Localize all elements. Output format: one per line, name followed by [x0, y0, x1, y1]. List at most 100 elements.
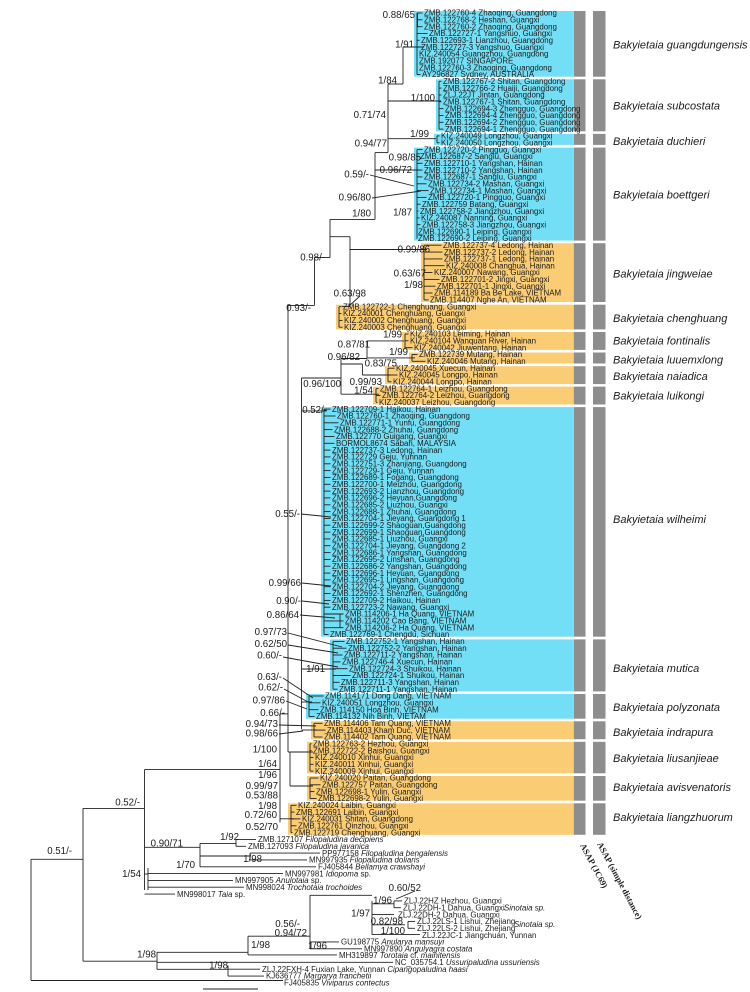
svg-text:0.88/65: 0.88/65	[383, 10, 415, 21]
svg-text:0.87/81: 0.87/81	[338, 340, 370, 351]
svg-text:ZMB.122691 Laibin, Guangxi: ZMB.122691 Laibin, Guangxi	[296, 808, 398, 817]
svg-text:0.96/82: 0.96/82	[328, 352, 360, 363]
svg-text:Bakyietaia duchieri: Bakyietaia duchieri	[613, 136, 706, 148]
svg-text:ZMB.122701-1 Jingxi, Guangxi: ZMB.122701-1 Jingxi, Guangxi	[437, 282, 546, 291]
svg-text:ZMB.192077 SINGAPORE: ZMB.192077 SINGAPORE	[419, 57, 513, 66]
svg-text:ZMB.122758-2 Jiangzhou, Guangx: ZMB.122758-2 Jiangzhou, Guangxi	[420, 207, 544, 216]
svg-text:0.98/66: 0.98/66	[246, 729, 278, 740]
svg-text:ZMB.122727-1 Yangshuo, Guangxi: ZMB.122727-1 Yangshuo, Guangxi	[429, 29, 552, 38]
svg-text:ZMB.122685-2 Liuzhou, Guangxi: ZMB.122685-2 Liuzhou, Guangxi	[332, 501, 448, 510]
svg-text:ZMB.122767-2 Shitan, Guangdong: ZMB.122767-2 Shitan, Guangdong	[443, 77, 565, 86]
svg-text:ZMB.114206-2 Ha Quang, VIETNAM: ZMB.114206-2 Ha Quang, VIETNAM	[345, 623, 474, 632]
svg-text:KIZ.240042 Jiuwentang, Hainan: KIZ.240042 Jiuwentang, Hainan	[414, 343, 526, 352]
svg-text:KIZ.240045 Xuecun, Hainan: KIZ.240045 Xuecun, Hainan	[396, 364, 495, 373]
svg-text:Bakyietaia avisvenatoris: Bakyietaia avisvenatoris	[613, 782, 732, 794]
svg-text:KIZ.240011 Xinhui, Guangxi: KIZ.240011 Xinhui, Guangxi	[315, 760, 413, 769]
svg-text:ZMB.114150 Hoa Binh, VIETNAM: ZMB.114150 Hoa Binh, VIETNAM	[320, 705, 439, 714]
svg-text:ZMB.122763-2 Hezhou, Guangxi: ZMB.122763-2 Hezhou, Guangxi	[313, 740, 429, 749]
svg-text:0.55/-: 0.55/-	[275, 509, 300, 520]
svg-text:0.94/77: 0.94/77	[355, 139, 387, 150]
svg-text:FJ405835 Viviparus contectus: FJ405835 Viviparus contectus	[284, 979, 390, 988]
svg-text:Bakyietaia luikongi: Bakyietaia luikongi	[613, 390, 705, 402]
svg-text:AY296827 Sydney, AUSTRALIA: AY296827 Sydney, AUSTRALIA	[422, 70, 535, 79]
svg-text:1/91: 1/91	[306, 664, 325, 675]
svg-text:ZMB.122722-1 Chenghuang, Guang: ZMB.122722-1 Chenghuang, Guangxi	[343, 302, 477, 311]
svg-text:KIZ.240050 Longzhou, Guangxi: KIZ.240050 Longzhou, Guangxi	[441, 139, 553, 148]
svg-text:KJ636777 Margarya franchetii: KJ636777 Margarya franchetii	[266, 972, 372, 981]
svg-text:0.97/73: 0.97/73	[255, 627, 287, 638]
svg-text:ZMB.122690-1 Leiping, Guangxi: ZMB.122690-1 Leiping, Guangxi	[418, 227, 532, 236]
svg-text:ZMB.122766-2 Huaiji, Guangdong: ZMB.122766-2 Huaiji, Guangdong	[443, 84, 563, 93]
svg-text:KIZ.240009 Xinhui, Guangxi: KIZ.240009 Xinhui, Guangxi	[315, 767, 414, 776]
svg-text:KIZ.240003 Chenghuang, Guangxi: KIZ.240003 Chenghuang, Guangxi	[344, 323, 466, 332]
svg-text:ZMB.122760-1 Zhaoqing, Guangdo: ZMB.122760-1 Zhaoqing, Guangdong	[337, 412, 470, 421]
svg-text:1/91: 1/91	[395, 40, 414, 51]
svg-text:ZMB.122770 Guigang, Guangxi: ZMB.122770 Guigang, Guangxi	[336, 432, 447, 441]
svg-text:ZMB.122720-2 Pingguo, Guangxi: ZMB.122720-2 Pingguo, Guangxi	[424, 145, 541, 154]
svg-text:KIZ.240103 Leiming, Hainan: KIZ.240103 Leiming, Hainan	[410, 330, 510, 339]
svg-text:PP977158 Filopaludina bengalen: PP977158 Filopaludina bengalensis	[322, 849, 448, 858]
svg-text:0.99/93: 0.99/93	[350, 377, 382, 388]
svg-text:0.63/-: 0.63/-	[257, 672, 282, 683]
svg-text:ZMB.122694-4 Zhengguo, Guangdo: ZMB.122694-4 Zhengguo, Guangdong	[445, 111, 581, 120]
svg-text:KIZ.240051 Longzhou, Guangxi: KIZ.240051 Longzhou, Guangxi	[322, 699, 434, 708]
svg-text:ZMB.122687-1 Sanglu, Guangxi: ZMB.122687-1 Sanglu, Guangxi	[424, 173, 537, 182]
svg-text:ZLJ.22HZ Hezhou, Guangxi: ZLJ.22HZ Hezhou, Guangxi	[404, 897, 502, 906]
svg-text:1/98: 1/98	[251, 940, 270, 951]
svg-text:ZMB.127093 Filopaludina javani: ZMB.127093 Filopaludina javanica	[248, 842, 370, 851]
svg-text:ZMB.122695-1 Lingshan, Guangdo: ZMB.122695-1 Lingshan, Guangdong	[332, 576, 464, 585]
svg-text:ZMB.114403 Kham Duc, VIETNAM: ZMB.114403 Kham Duc, VIETNAM	[327, 726, 450, 735]
svg-text:1/80: 1/80	[352, 209, 371, 220]
svg-text:ZMB.122700-1 Meizhou, Guangdon: ZMB.122700-1 Meizhou, Guangdong	[332, 480, 462, 489]
svg-text:ZMB.114407 Nghe An, VIETNAM: ZMB.114407 Nghe An, VIETNAM	[430, 296, 547, 305]
svg-text:ZMB.122688-1 Zhuhai, Guangdong: ZMB.122688-1 Zhuhai, Guangdong	[332, 507, 456, 516]
svg-text:ZMB.122686-2 Yangshan, Guangdo: ZMB.122686-2 Yangshan, Guangdong	[332, 562, 467, 571]
svg-text:ZMB.114402 Tam Quang, VIETNAM: ZMB.114402 Tam Quang, VIETNAM	[324, 733, 451, 742]
svg-text:ZMB.122724-1 Shuikou, Hainan: ZMB.122724-1 Shuikou, Hainan	[352, 671, 464, 680]
svg-text:KIZ.240037 Leizhou, Guangdong: KIZ.240037 Leizhou, Guangdong	[379, 398, 495, 407]
svg-text:ZMB.122737-3 Ledong, Hainan: ZMB.122737-3 Ledong, Hainan	[332, 446, 442, 455]
svg-text:ZMB.122685-1 Liuzhou, Guangxi: ZMB.122685-1 Liuzhou, Guangxi	[332, 535, 448, 544]
svg-text:1/99: 1/99	[383, 330, 402, 341]
svg-text:0.62/50: 0.62/50	[255, 639, 288, 650]
svg-text:ZMB.122720-1 Pingguo, Guangxi: ZMB.122720-1 Pingguo, Guangxi	[428, 193, 545, 202]
svg-text:1/64: 1/64	[258, 759, 277, 770]
svg-text:0.82/98: 0.82/98	[371, 917, 403, 928]
svg-text:0.97/86: 0.97/86	[253, 696, 285, 707]
svg-text:Bakyietaia chenghuang: Bakyietaia chenghuang	[613, 313, 728, 325]
svg-text:0.98/-: 0.98/-	[300, 253, 325, 264]
svg-text:0.72/60: 0.72/60	[245, 810, 278, 821]
svg-text:0.90/71: 0.90/71	[151, 839, 183, 850]
svg-text:ZMB.122751-3 Zhanjiang, Guangd: ZMB.122751-3 Zhanjiang, Guangdong	[332, 460, 467, 469]
svg-text:ZMB.122727-3 Yangshuo, Guangxi: ZMB.122727-3 Yangshuo, Guangxi	[421, 43, 544, 52]
svg-text:0.99/66: 0.99/66	[269, 578, 301, 589]
svg-text:Bakyietaia boettgeri: Bakyietaia boettgeri	[613, 189, 710, 201]
svg-text:1/70: 1/70	[176, 860, 195, 871]
svg-text:ZMB.122719 Chenghuang, Guangxi: ZMB.122719 Chenghuang, Guangxi	[294, 828, 421, 837]
svg-text:ZMB.122757 Paitan, Guangdong: ZMB.122757 Paitan, Guangdong	[322, 781, 437, 790]
svg-text:BORMOL8674 Sabah, MALAYSIA: BORMOL8674 Sabah, MALAYSIA	[336, 439, 457, 448]
svg-text:ZMB.122752-1 Yangshan, Hainan: ZMB.122752-1 Yangshan, Hainan	[346, 637, 465, 646]
svg-text:KIZ.240045 Longpo, Hainan: KIZ.240045 Longpo, Hainan	[399, 371, 498, 380]
svg-text:1/98: 1/98	[209, 961, 228, 972]
svg-text:ZMB.122699-1 Shaoguan,Guangdon: ZMB.122699-1 Shaoguan,Guangdong	[332, 528, 466, 537]
svg-text:ZMB.122690-2 Leiping, Guangxi: ZMB.122690-2 Leiping, Guangxi	[418, 234, 532, 243]
svg-text:1/98: 1/98	[137, 950, 156, 961]
svg-text:ZMB.122698-1 Yulin, Guangxi: ZMB.122698-1 Yulin, Guangxi	[316, 787, 421, 796]
svg-text:0.52/-: 0.52/-	[302, 405, 327, 416]
svg-text:ZMB.122692-1 Shenzhen, Guangdo: ZMB.122692-1 Shenzhen, Guangdong	[332, 589, 468, 598]
svg-text:ZLJ.22LS-2 Lishui, Zhejiang: ZLJ.22LS-2 Lishui, Zhejiang	[417, 924, 515, 933]
svg-text:1/100: 1/100	[411, 93, 436, 104]
svg-text:MH319897 Torotaia cf. mainiten: MH319897 Torotaia cf. mainitensis	[339, 951, 460, 960]
svg-text:Bakyietaia liangzhuorum: Bakyietaia liangzhuorum	[613, 812, 733, 824]
svg-text:Bakyietaia naiadica: Bakyietaia naiadica	[613, 371, 708, 383]
svg-text:ZMB.122722-2 Baishou, Guangxi: ZMB.122722-2 Baishou, Guangxi	[313, 746, 430, 755]
svg-text:0.86/64: 0.86/64	[267, 610, 300, 621]
svg-text:ZMB.122699-2 Shaoguan,Guangdon: ZMB.122699-2 Shaoguan,Guangdong	[332, 521, 466, 530]
svg-text:ZMB.122694-3 Zhengguo, Guangdo: ZMB.122694-3 Zhengguo, Guangdong	[445, 104, 581, 113]
svg-text:0.94/73: 0.94/73	[246, 719, 278, 730]
svg-text:ZMB.122737-2 Ledong, Hainan: ZMB.122737-2 Ledong, Hainan	[444, 248, 554, 257]
svg-text:0.96/100: 0.96/100	[303, 379, 341, 390]
svg-text:ZMB.122724-3 Shuikou, Hainan: ZMB.122724-3 Shuikou, Hainan	[349, 664, 461, 673]
svg-text:0.83/75: 0.83/75	[365, 359, 397, 370]
